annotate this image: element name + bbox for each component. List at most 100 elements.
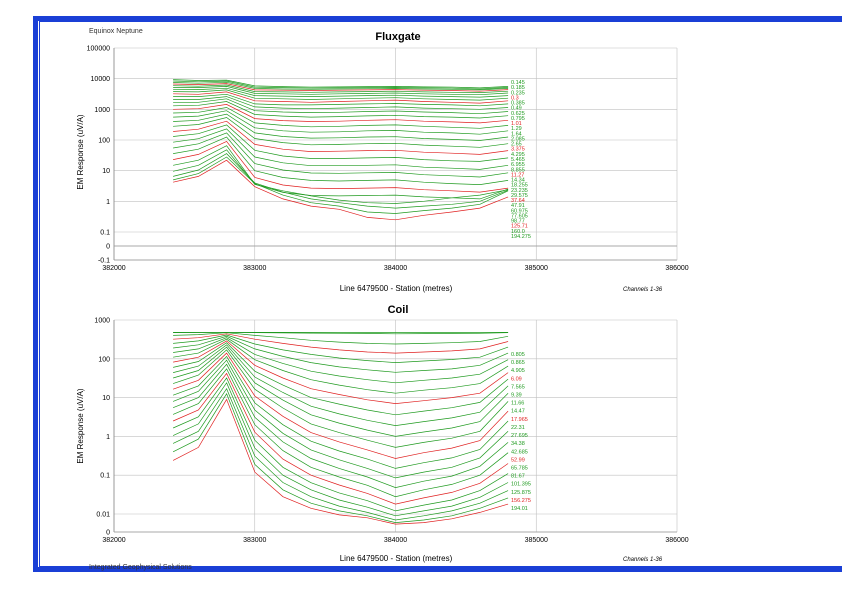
channel-label: 60.975 [511, 208, 528, 214]
y-axis-label: EM Response (uV/A) [76, 388, 85, 463]
channels-note: Channels 1-36 [623, 557, 663, 563]
x-tick-label: 383000 [243, 265, 266, 272]
channel-label: 160.0 [511, 229, 525, 235]
y-tick-label: 10 [102, 395, 110, 402]
y-tick-label: 0 [106, 530, 110, 537]
series-line [173, 153, 509, 209]
inner-frame [39, 21, 842, 567]
series-line [172, 398, 509, 525]
channel-label: 34.38 [511, 441, 525, 447]
channel-label: 18.255 [511, 183, 528, 189]
channels-note: Channels 1-36 [623, 287, 663, 293]
series-line [172, 377, 509, 512]
channel-label: 0.385 [511, 101, 525, 107]
series-line [173, 120, 509, 155]
series-line [172, 352, 509, 459]
channel-label: 98.77 [511, 219, 525, 225]
channel-label: 29.575 [511, 193, 528, 199]
channel-label: 23.235 [511, 188, 528, 194]
series-line [173, 104, 509, 124]
channel-label: 0.49 [511, 106, 522, 112]
coil-chart: Coil Line 6479500 - Station (metres) EM … [76, 304, 689, 563]
channel-label: 156.275 [511, 498, 531, 504]
series-line [172, 387, 509, 521]
channel-label: 22.31 [511, 425, 525, 431]
series-line [173, 91, 509, 104]
channel-label: 7.565 [511, 384, 525, 390]
series-line [173, 149, 509, 204]
channel-label: 47.91 [511, 203, 525, 209]
x-tick-label: 384000 [384, 537, 407, 544]
channel-label: 11.27 [511, 172, 524, 178]
y-tick-label: 100 [98, 356, 110, 363]
series-line [172, 382, 509, 517]
channel-label: 6.955 [511, 162, 525, 168]
channel-label: 4.905 [511, 368, 525, 374]
channel-label: 1.29 [511, 126, 522, 132]
series-line [173, 159, 509, 221]
series-line [173, 156, 509, 214]
series-line [173, 107, 509, 129]
series-line [173, 83, 509, 92]
channel-label: 0.235 [511, 90, 525, 96]
y-tick-label: 0.1 [100, 473, 110, 480]
series-line [173, 101, 509, 119]
y-tick-label: 10 [102, 168, 110, 175]
channel-label: 8.855 [511, 167, 525, 173]
channel-label: 6.09 [511, 376, 522, 382]
series-line [173, 80, 509, 90]
y-tick-label: -0.1 [98, 258, 110, 265]
x-tick-label: 382000 [102, 537, 125, 544]
channel-label: 0.795 [511, 116, 525, 122]
series-line [173, 98, 509, 115]
series-line [173, 344, 509, 426]
channel-label: 37.64 [511, 198, 525, 204]
x-tick-label: 385000 [525, 265, 548, 272]
channel-label: 125.71 [511, 224, 528, 230]
series-line [173, 124, 509, 162]
channel-label: 194.275 [511, 234, 531, 240]
y-tick-label: 1 [106, 434, 110, 441]
series-line [173, 337, 509, 384]
series-line [173, 89, 509, 101]
series-line [173, 110, 509, 135]
channel-label: 101.395 [511, 482, 531, 488]
y-tick-label: 1000 [94, 318, 110, 325]
outer-frame [33, 16, 842, 572]
series-line [173, 93, 509, 107]
footer-left-label: Integrated Geophysical Solutions [89, 564, 192, 571]
series-line [173, 96, 509, 110]
channel-label: 9.39 [511, 393, 522, 399]
channel-label: 0.625 [511, 111, 525, 117]
x-tick-label: 385000 [525, 537, 548, 544]
x-tick-label: 382000 [102, 265, 125, 272]
channel-label: 52.99 [511, 457, 525, 463]
series-line [173, 346, 509, 437]
series-line [172, 349, 509, 448]
channel-label: 4.295 [511, 152, 525, 158]
y-tick-label: 0.1 [100, 230, 110, 237]
series-line [173, 334, 509, 363]
channel-label: 2.65 [511, 142, 522, 148]
series-line [173, 132, 509, 178]
series-line [173, 340, 509, 404]
channel-label: 77.605 [511, 213, 528, 219]
channel-label: 27.695 [511, 433, 528, 439]
series-line [173, 113, 509, 141]
chart-title: Fluxgate [375, 31, 420, 43]
series-line [173, 342, 509, 416]
channel-label: 81.67 [511, 474, 525, 480]
channel-label: 0.145 [511, 80, 525, 86]
series-line [173, 81, 509, 91]
y-tick-label: 1 [106, 199, 110, 206]
series-line [173, 117, 509, 148]
y-tick-label: 0.01 [96, 512, 110, 519]
y-tick-label: 100000 [87, 46, 110, 53]
series-line [173, 338, 509, 394]
channel-label: 0.865 [511, 360, 525, 366]
channel-label: 125.875 [511, 490, 531, 496]
channel-label: 11.66 [511, 401, 524, 407]
channel-label: 1.01 [511, 121, 522, 127]
y-tick-label: 1000 [94, 107, 110, 114]
